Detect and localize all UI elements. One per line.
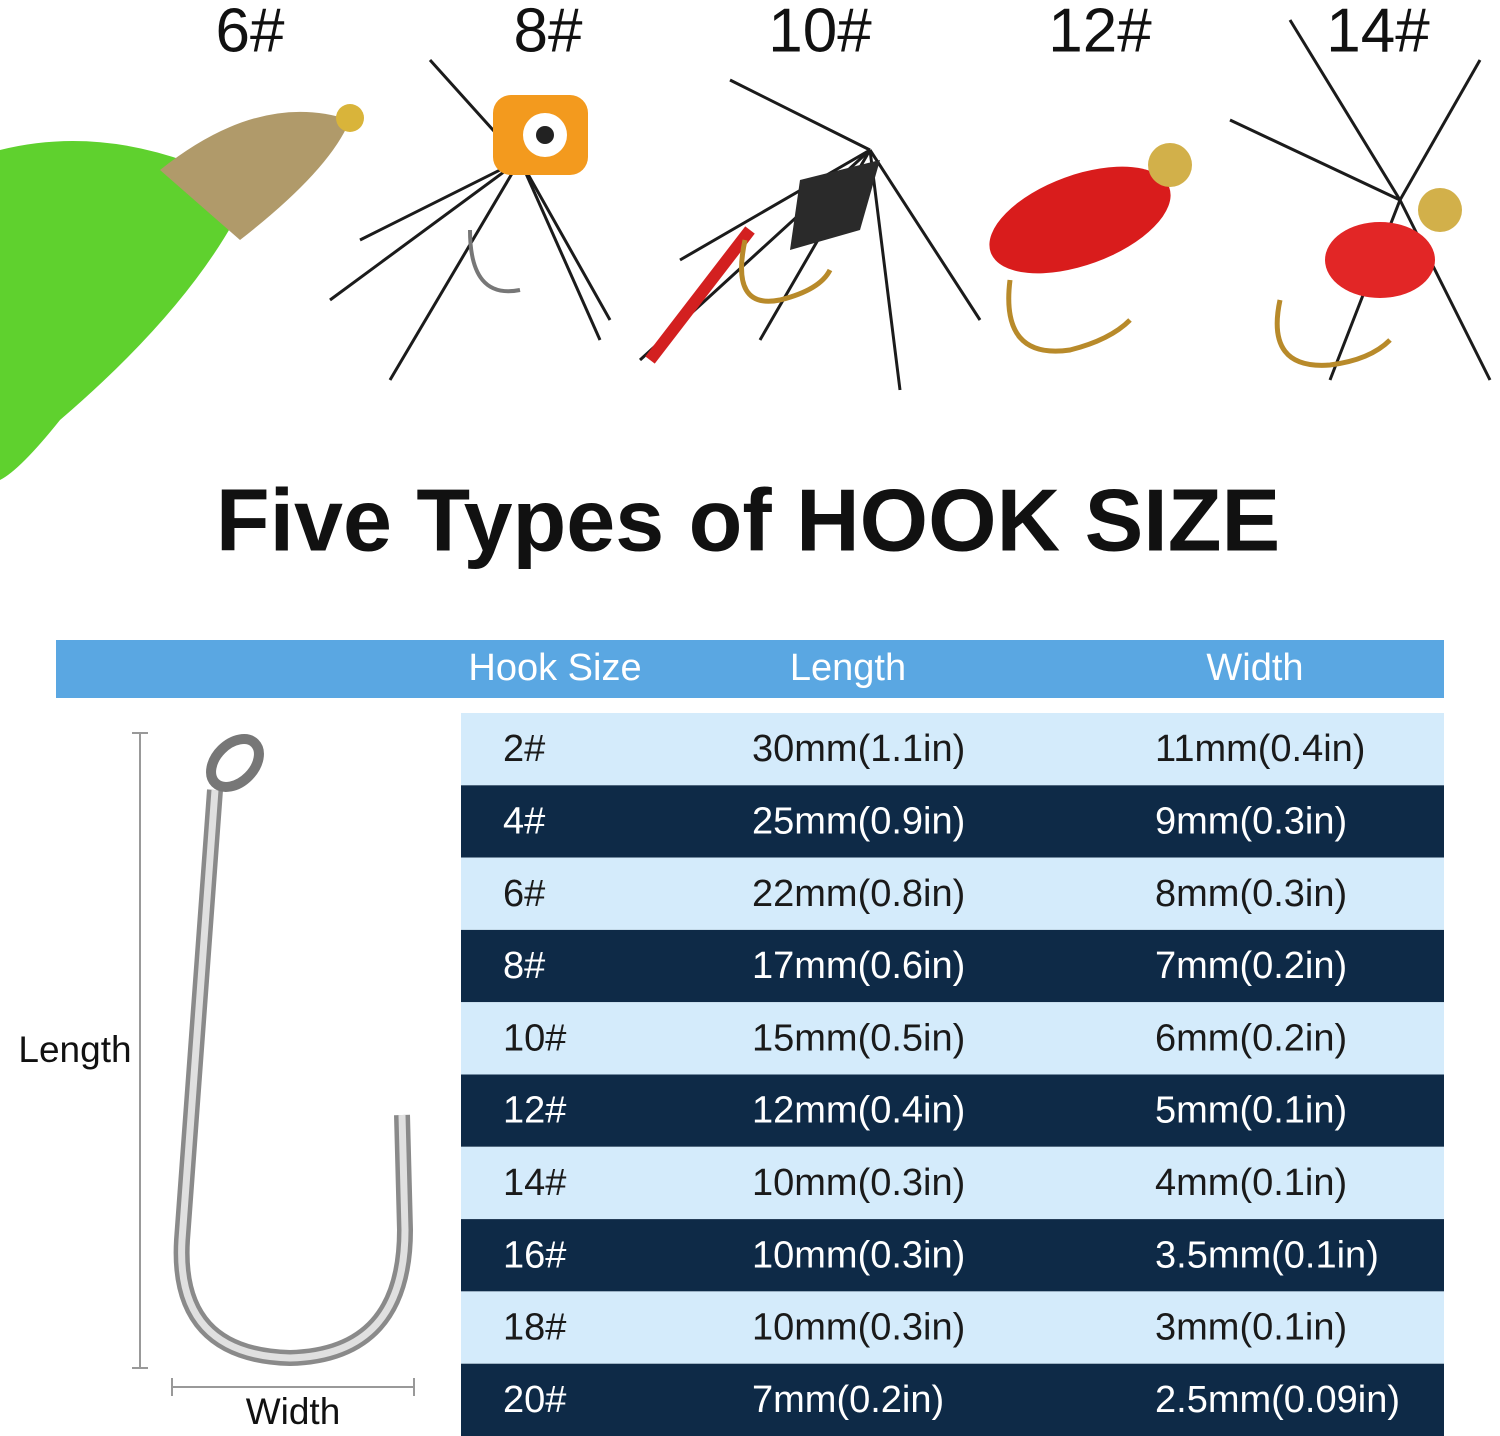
table-cell: 15mm(0.5in) [752,1017,965,1059]
table-row [461,1291,1444,1364]
table-cell: 10# [503,1017,566,1059]
table-cell: 3mm(0.1in) [1155,1307,1347,1349]
table-header-bar [56,640,1444,698]
table-cell: 16# [503,1234,566,1276]
table-header: Hook Size [468,647,641,689]
table-cell: 12# [503,1090,566,1132]
table-row [461,929,1444,1003]
banner-size-label: 12# [1048,0,1152,65]
banner-size-label: 6# [216,0,285,65]
table-cell: 7mm(0.2in) [1155,945,1347,987]
table-cell: 7mm(0.2in) [752,1379,944,1421]
banner-size-label: 8# [514,0,583,65]
table-cell: 22mm(0.8in) [752,873,965,915]
table-cell: 20# [503,1379,566,1421]
table-cell: 11mm(0.4in) [1155,728,1365,770]
table-cell: 5mm(0.1in) [1155,1090,1347,1132]
table-cell: 30mm(1.1in) [752,728,965,770]
table-cell: 8mm(0.3in) [1155,873,1347,915]
banner-size-label: 10# [768,0,872,65]
table-cell: 10mm(0.3in) [752,1234,965,1276]
banner-size-label: 14# [1326,0,1430,65]
table-cell: 2# [503,728,545,770]
table-cell: 17mm(0.6in) [752,945,965,987]
table-cell: 25mm(0.9in) [752,800,965,842]
table-row [461,785,1444,858]
table-row [461,1219,1444,1292]
table-cell: 8# [503,945,545,987]
table-cell: 12mm(0.4in) [752,1090,965,1132]
table-cell: 2.5mm(0.09in) [1155,1379,1400,1421]
table-cell: 10mm(0.3in) [752,1162,965,1204]
title: Five Types of HOOK SIZE [216,470,1280,569]
table-cell: 6# [503,873,545,915]
table-cell: 4# [503,800,545,842]
table-header: Width [1206,647,1303,689]
hook-diagram [132,732,415,1396]
table-cell: 10mm(0.3in) [752,1307,965,1349]
table-cell: 6mm(0.2in) [1155,1017,1347,1059]
table-row [461,1363,1444,1436]
table-row [461,713,1444,786]
table-row [461,1074,1444,1147]
table-cell: 14# [503,1162,566,1204]
table-cell: 4mm(0.1in) [1155,1162,1347,1204]
table-row [461,1146,1444,1220]
table-cell: 18# [503,1307,566,1349]
table-header: Length [790,647,906,689]
diagram-length-label: Length [18,1029,131,1070]
table-cell: 9mm(0.3in) [1155,800,1347,842]
flies [0,19,1492,480]
table-row [461,1002,1444,1075]
table-row [461,857,1444,930]
table-cell: 3.5mm(0.1in) [1155,1234,1379,1276]
diagram-width-label: Width [246,1391,341,1432]
